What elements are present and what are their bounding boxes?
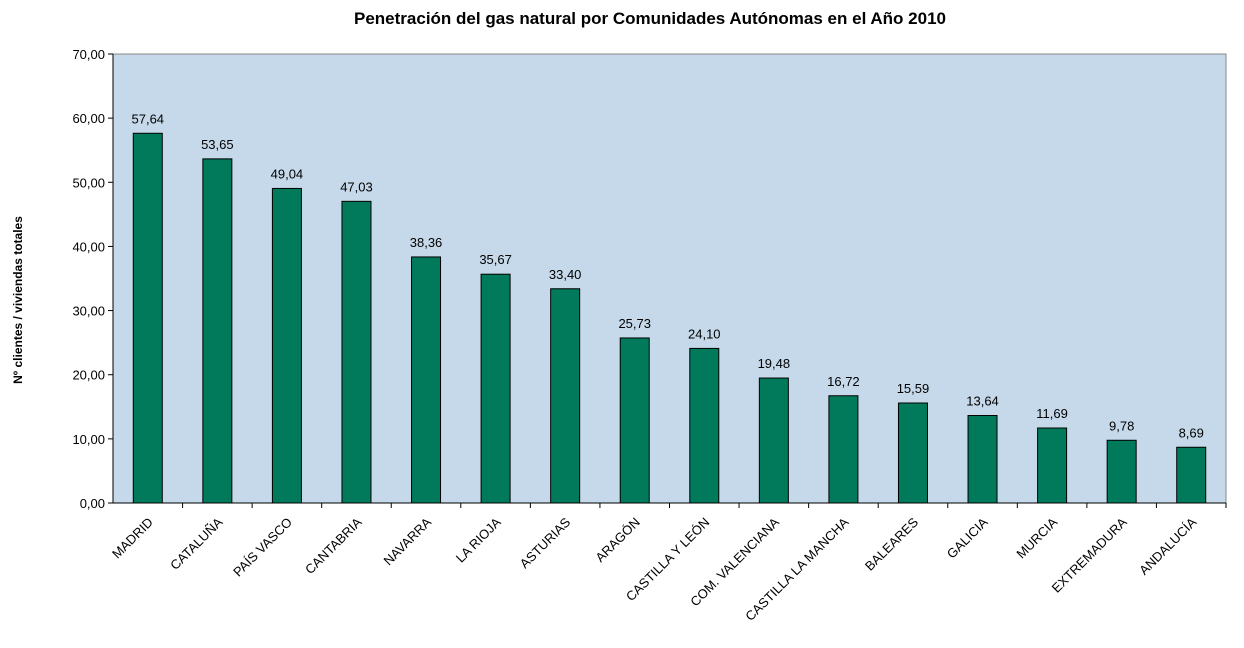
y-tick-label: 60,00 — [72, 111, 105, 126]
bar — [967, 415, 998, 504]
x-tick-label: CANTABRIA — [302, 514, 365, 577]
y-tick-label: 10,00 — [72, 432, 105, 447]
bar — [1106, 439, 1137, 504]
value-label: 25,73 — [618, 316, 651, 331]
bar — [132, 132, 163, 504]
x-tick-label: CATALUÑA — [167, 514, 226, 573]
y-tick-label: 50,00 — [72, 175, 105, 190]
x-tick-label: NAVARRA — [380, 514, 434, 568]
bar — [758, 377, 789, 504]
value-label: 38,36 — [410, 235, 443, 250]
x-tick-label: BALEARES — [862, 514, 921, 573]
value-label: 8,69 — [1179, 425, 1204, 440]
x-tick-label: MURCIA — [1013, 514, 1060, 561]
value-label: 9,78 — [1109, 418, 1134, 433]
y-axis-label: Nº clientes / viviendas totales — [11, 216, 25, 384]
x-tick-label: GALICIA — [944, 514, 991, 561]
bar — [897, 402, 928, 504]
value-label: 13,64 — [966, 394, 999, 409]
y-tick-label: 0,00 — [80, 496, 105, 511]
value-label: 33,40 — [549, 267, 582, 282]
bar — [202, 158, 233, 504]
x-tick-label: ANDALUCÍA — [1136, 514, 1199, 577]
y-tick-label: 40,00 — [72, 239, 105, 254]
value-label: 57,64 — [132, 111, 165, 126]
value-label: 35,67 — [479, 252, 512, 267]
bar — [341, 200, 372, 504]
bar — [1176, 446, 1207, 504]
value-label: 19,48 — [758, 356, 791, 371]
y-tick-label: 70,00 — [72, 47, 105, 62]
y-tick-label: 20,00 — [72, 368, 105, 383]
x-tick-label: EXTREMADURA — [1049, 514, 1130, 595]
value-label: 16,72 — [827, 374, 860, 389]
value-label: 24,10 — [688, 326, 721, 341]
value-label: 53,65 — [201, 137, 234, 152]
bar — [689, 347, 720, 504]
bar — [411, 256, 442, 504]
value-label: 11,69 — [1036, 406, 1068, 421]
x-tick-label: PAÍS VASCO — [230, 515, 295, 580]
chart-title: Penetración del gas natural por Comunida… — [354, 9, 946, 28]
bar — [550, 288, 581, 504]
bar — [619, 337, 650, 504]
bar — [271, 187, 302, 504]
bar — [480, 273, 511, 504]
x-tick-label: ARAGÓN — [592, 515, 642, 565]
x-tick-label: LA RIOJA — [453, 514, 504, 565]
x-tick-label: ASTURIAS — [517, 514, 574, 571]
bar — [828, 395, 859, 504]
value-label: 47,03 — [340, 179, 373, 194]
y-tick-label: 30,00 — [72, 304, 105, 319]
value-label: 15,59 — [897, 381, 930, 396]
value-label: 49,04 — [271, 166, 304, 181]
x-tick-label: MADRID — [109, 515, 156, 562]
bar — [1037, 427, 1068, 504]
